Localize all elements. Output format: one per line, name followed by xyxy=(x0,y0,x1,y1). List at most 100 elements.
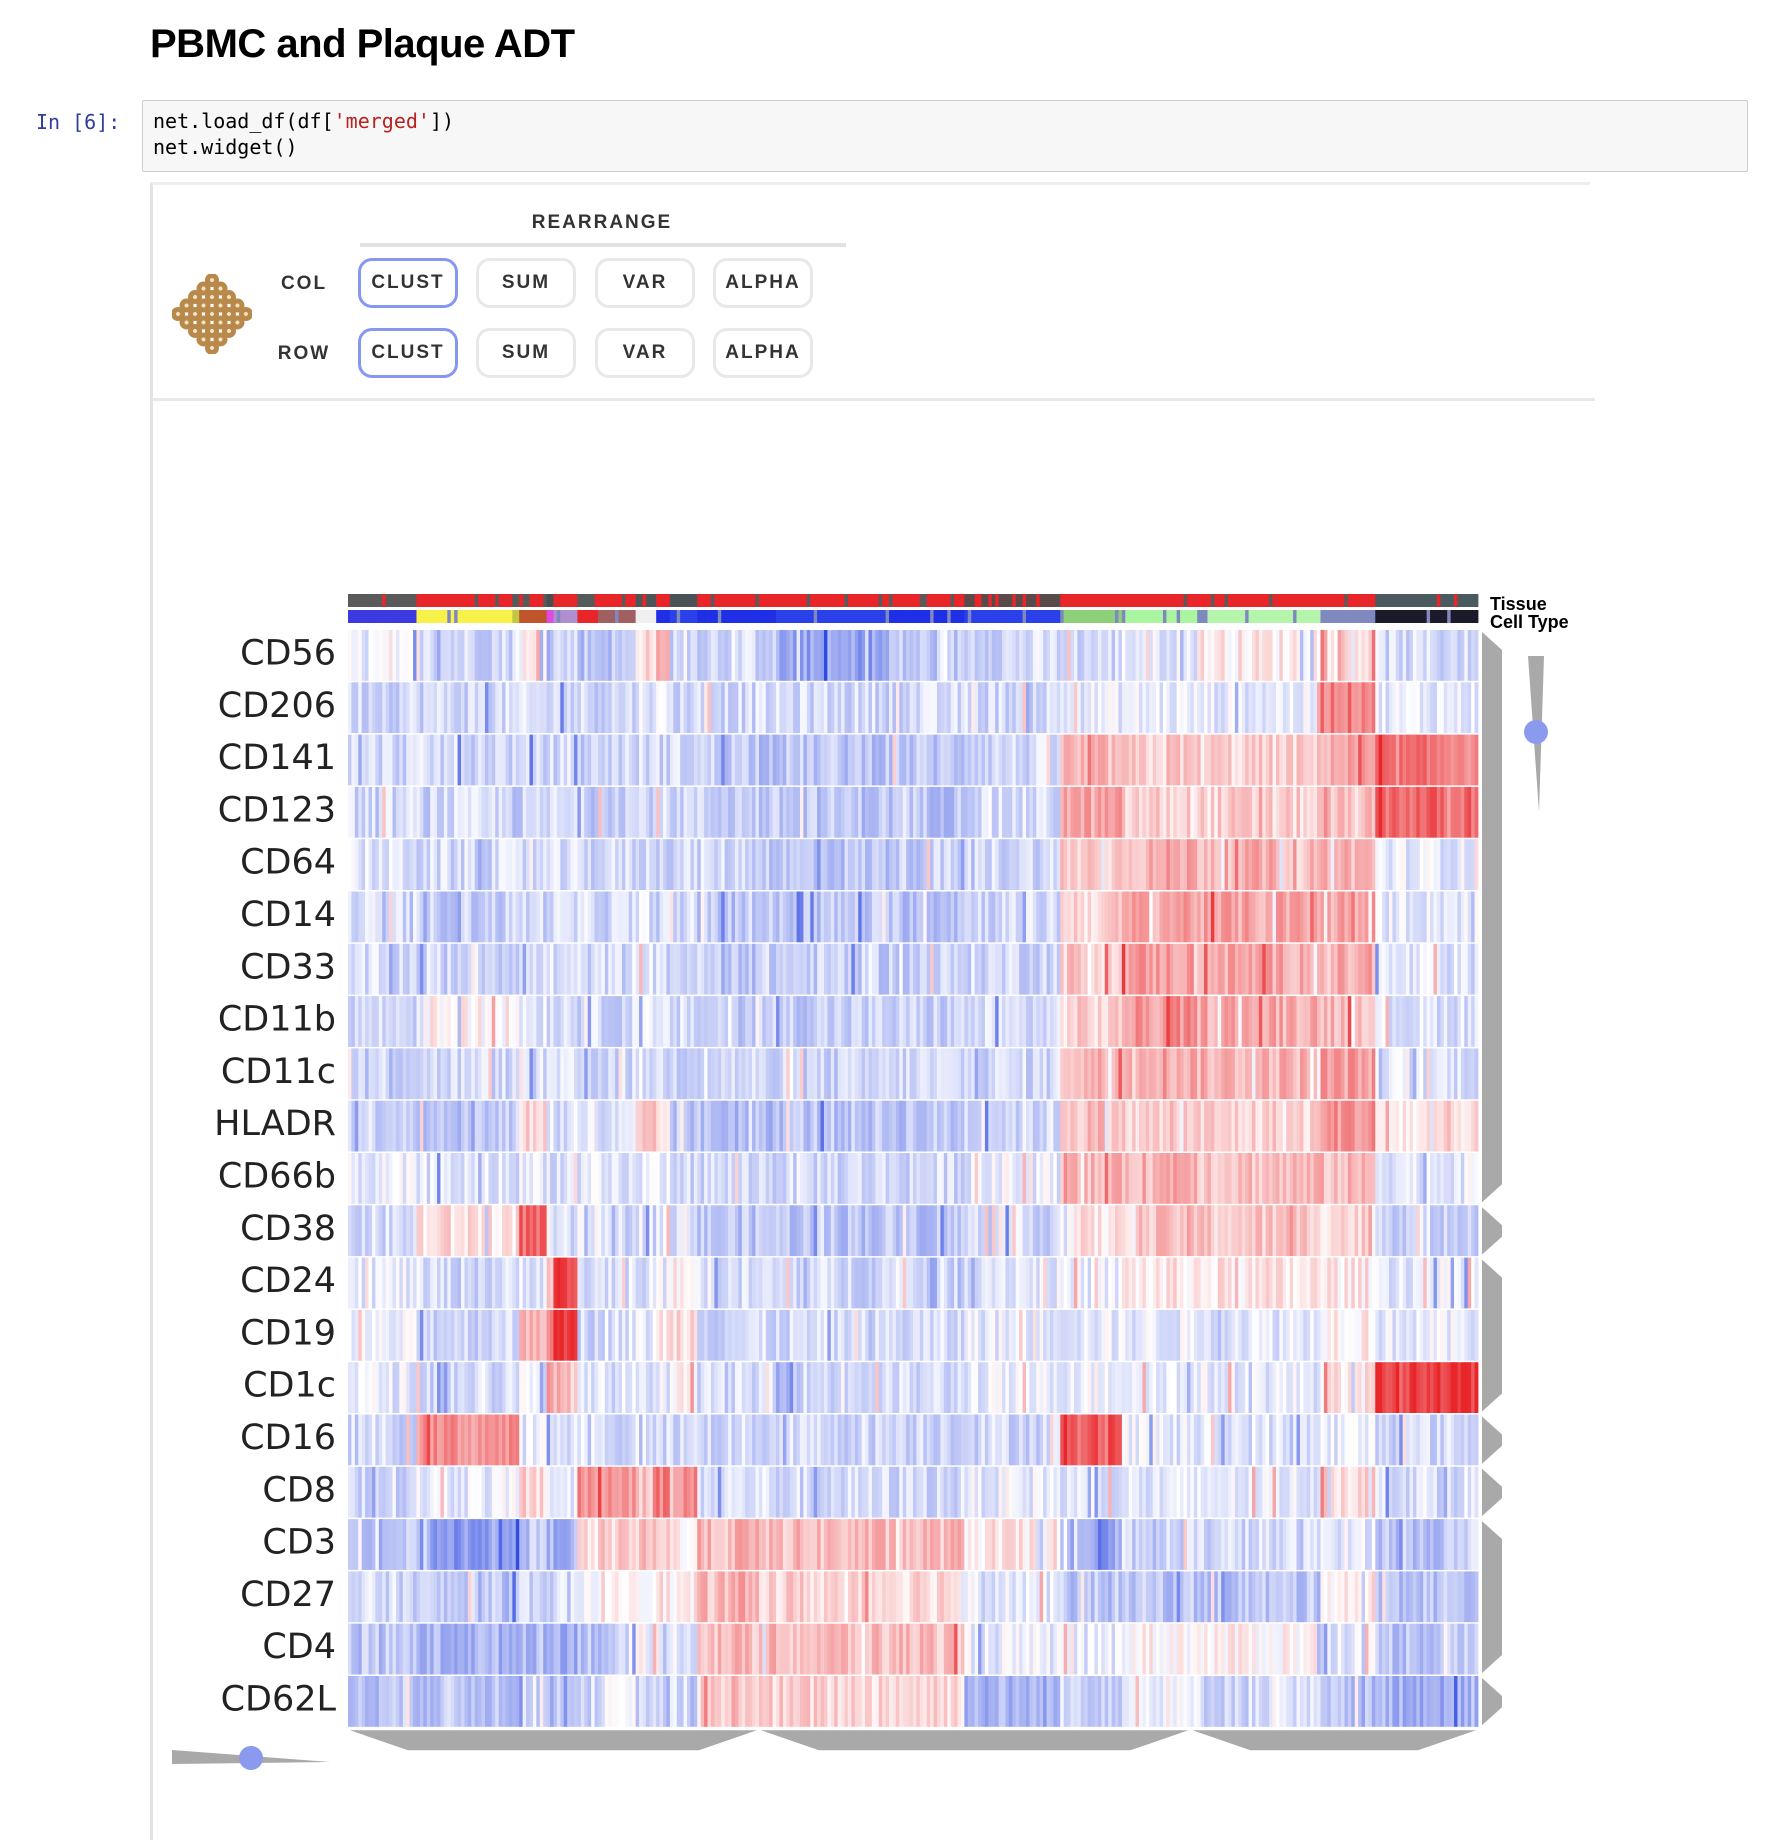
heatmap-cell[interactable] xyxy=(567,839,571,890)
heatmap-cell[interactable] xyxy=(1375,1153,1380,1204)
heatmap-cell[interactable] xyxy=(464,682,469,734)
tissue-bar-segment[interactable] xyxy=(433,594,438,607)
celltype-bar-segment[interactable] xyxy=(1395,610,1400,623)
heatmap-cell[interactable] xyxy=(796,630,801,681)
heatmap-cell[interactable] xyxy=(1207,630,1212,681)
heatmap-cell[interactable] xyxy=(964,682,969,734)
heatmap-cell[interactable] xyxy=(813,630,818,681)
heatmap-cell[interactable] xyxy=(704,996,708,1047)
heatmap-cell[interactable] xyxy=(954,1153,958,1204)
heatmap-cell[interactable] xyxy=(1406,786,1410,838)
celltype-bar-segment[interactable] xyxy=(365,610,369,623)
celltype-bar-segment[interactable] xyxy=(940,610,945,623)
heatmap-cell[interactable] xyxy=(1128,1048,1133,1100)
heatmap-cell[interactable] xyxy=(502,1257,506,1309)
heatmap-cell[interactable] xyxy=(800,682,804,734)
heatmap-cell[interactable] xyxy=(635,839,640,890)
heatmap-cell[interactable] xyxy=(1142,1257,1147,1309)
tissue-bar-segment[interactable] xyxy=(882,594,887,607)
heatmap-cell[interactable] xyxy=(865,734,869,786)
heatmap-cell[interactable] xyxy=(1282,891,1287,943)
heatmap-cell[interactable] xyxy=(1159,891,1164,943)
row-var-button[interactable]: VAR xyxy=(595,328,695,378)
heatmap-cell[interactable] xyxy=(710,786,715,838)
celltype-bar-segment[interactable] xyxy=(680,610,684,623)
heatmap-cell[interactable] xyxy=(1234,630,1239,681)
heatmap-cell[interactable] xyxy=(1015,1205,1020,1257)
heatmap-cell[interactable] xyxy=(584,734,589,786)
heatmap-cell[interactable] xyxy=(632,943,637,995)
heatmap-cell[interactable] xyxy=(995,1205,1000,1257)
heatmap-cell[interactable] xyxy=(738,1100,743,1152)
celltype-bar-segment[interactable] xyxy=(813,610,818,623)
heatmap-cell[interactable] xyxy=(940,1048,945,1100)
heatmap-cell[interactable] xyxy=(1296,682,1301,734)
heatmap-cell[interactable] xyxy=(978,839,982,890)
heatmap-cell[interactable] xyxy=(943,682,948,734)
heatmap-cell[interactable] xyxy=(1337,996,1342,1047)
heatmap-cell[interactable] xyxy=(882,1205,887,1257)
heatmap-cell[interactable] xyxy=(1173,734,1178,786)
heatmap-cell[interactable] xyxy=(1180,682,1184,734)
celltype-bar-segment[interactable] xyxy=(563,610,568,623)
heatmap-cell[interactable] xyxy=(1097,630,1102,681)
heatmap-cell[interactable] xyxy=(1228,1048,1232,1100)
heatmap-cell[interactable] xyxy=(895,1048,900,1100)
heatmap-cell[interactable] xyxy=(1454,891,1458,943)
heatmap-cell[interactable] xyxy=(1032,1153,1037,1204)
heatmap-cell[interactable] xyxy=(1125,1048,1130,1100)
heatmap-cell[interactable] xyxy=(1008,943,1013,995)
tissue-bar-segment[interactable] xyxy=(899,594,904,607)
heatmap-cell[interactable] xyxy=(430,786,435,838)
heatmap-cell[interactable] xyxy=(1070,630,1075,681)
heatmap-cell[interactable] xyxy=(604,734,609,786)
heatmap-cell[interactable] xyxy=(457,682,462,734)
heatmap-cell[interactable] xyxy=(1262,996,1267,1047)
heatmap-cell[interactable] xyxy=(1375,891,1380,943)
tissue-bar-segment[interactable] xyxy=(1337,594,1342,607)
celltype-bar-segment[interactable] xyxy=(1183,610,1188,623)
celltype-bar-segment[interactable] xyxy=(1097,610,1102,623)
heatmap-cell[interactable] xyxy=(913,1100,917,1152)
heatmap-cell[interactable] xyxy=(656,1100,661,1152)
heatmap-cell[interactable] xyxy=(1289,786,1294,838)
heatmap-cell[interactable] xyxy=(399,630,404,681)
heatmap-cell[interactable] xyxy=(1351,891,1356,943)
heatmap-cell[interactable] xyxy=(348,943,352,995)
heatmap-cell[interactable] xyxy=(1067,1257,1071,1309)
heatmap-cell[interactable] xyxy=(1443,891,1448,943)
heatmap-cell[interactable] xyxy=(385,682,390,734)
heatmap-cell[interactable] xyxy=(1197,839,1202,890)
heatmap-cell[interactable] xyxy=(1207,1205,1212,1257)
heatmap-cell[interactable] xyxy=(1416,996,1421,1047)
heatmap-cell[interactable] xyxy=(1125,943,1130,995)
heatmap-cell[interactable] xyxy=(1156,891,1160,943)
heatmap-cell[interactable] xyxy=(1193,1205,1198,1257)
heatmap-cell[interactable] xyxy=(467,630,472,681)
heatmap-cell[interactable] xyxy=(1156,839,1160,890)
heatmap-cell[interactable] xyxy=(1067,786,1071,838)
celltype-bar-segment[interactable] xyxy=(1450,610,1455,623)
heatmap-cell[interactable] xyxy=(978,1257,982,1309)
heatmap-cell[interactable] xyxy=(567,630,571,681)
heatmap-cell[interactable] xyxy=(395,1048,400,1100)
heatmap-cell[interactable] xyxy=(1464,839,1469,890)
heatmap-cell[interactable] xyxy=(560,786,565,838)
heatmap-cell[interactable] xyxy=(926,943,931,995)
heatmap-cell[interactable] xyxy=(1330,1257,1335,1309)
heatmap-cell[interactable] xyxy=(1118,891,1123,943)
heatmap-cell[interactable] xyxy=(1101,943,1106,995)
heatmap-cell[interactable] xyxy=(728,1048,732,1100)
heatmap-cell[interactable] xyxy=(426,1048,431,1100)
heatmap-cell[interactable] xyxy=(615,1257,619,1309)
tissue-bar-segment[interactable] xyxy=(1204,594,1208,607)
heatmap-cell[interactable] xyxy=(803,1048,808,1100)
heatmap-cell[interactable] xyxy=(474,1153,479,1204)
tissue-bar-segment[interactable] xyxy=(1248,594,1253,607)
tissue-bar-segment[interactable] xyxy=(1022,594,1027,607)
heatmap-cell[interactable] xyxy=(1450,682,1455,734)
heatmap-cell[interactable] xyxy=(1423,891,1428,943)
heatmap-cell[interactable] xyxy=(926,682,931,734)
heatmap-cell[interactable] xyxy=(984,786,989,838)
heatmap-cell[interactable] xyxy=(645,786,650,838)
